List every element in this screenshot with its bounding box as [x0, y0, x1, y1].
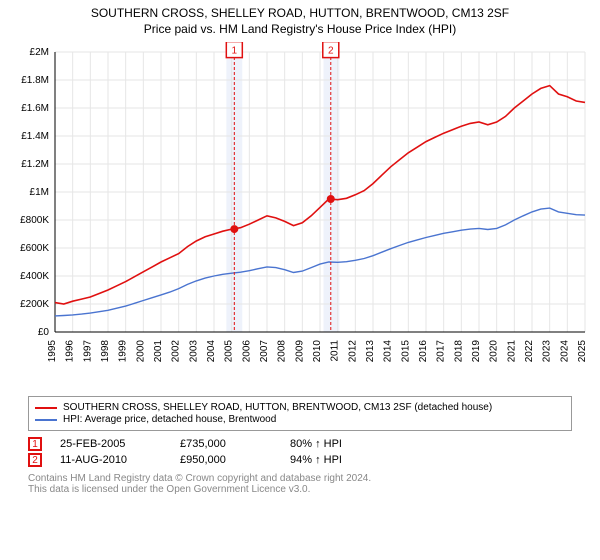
- sale-date-2: 11-AUG-2010: [60, 454, 180, 466]
- sale-price-1: £735,000: [180, 438, 290, 450]
- legend-label-hpi: HPI: Average price, detached house, Bren…: [63, 414, 276, 425]
- legend-item-property: SOUTHERN CROSS, SHELLEY ROAD, HUTTON, BR…: [35, 402, 565, 413]
- sale-marker-1: 1: [28, 437, 42, 451]
- svg-text:2008: 2008: [277, 340, 288, 363]
- svg-text:2011: 2011: [330, 340, 341, 362]
- svg-text:2012: 2012: [347, 340, 358, 363]
- chart-title: SOUTHERN CROSS, SHELLEY ROAD, HUTTON, BR…: [0, 0, 600, 38]
- price-chart: £0 £200K £400K £600K £800K £1M £1.2M £1.4M £1.6M…: [5, 42, 595, 392]
- svg-text:2009: 2009: [294, 340, 305, 363]
- svg-text:£400K: £400K: [20, 271, 49, 282]
- svg-text:2020: 2020: [489, 340, 500, 363]
- svg-text:2003: 2003: [188, 340, 199, 363]
- svg-text:2025: 2025: [577, 340, 588, 363]
- svg-text:2018: 2018: [453, 340, 464, 363]
- svg-text:2006: 2006: [241, 340, 252, 363]
- sale-row-1: 1 25-FEB-2005 £735,000 80% ↑ HPI: [28, 437, 572, 451]
- sale-row-2: 2 11-AUG-2010 £950,000 94% ↑ HPI: [28, 453, 572, 467]
- svg-text:2005: 2005: [224, 340, 235, 363]
- sale-date-1: 25-FEB-2005: [60, 438, 180, 450]
- svg-text:£800K: £800K: [20, 215, 49, 226]
- legend: SOUTHERN CROSS, SHELLEY ROAD, HUTTON, BR…: [28, 396, 572, 431]
- svg-text:£1.8M: £1.8M: [21, 75, 49, 86]
- svg-text:2007: 2007: [259, 340, 270, 363]
- svg-text:£1.2M: £1.2M: [21, 159, 49, 170]
- svg-text:2004: 2004: [206, 340, 217, 363]
- svg-text:£1M: £1M: [30, 187, 49, 198]
- svg-text:1998: 1998: [100, 340, 111, 363]
- sale-marker-2: 2: [28, 453, 42, 467]
- svg-text:2001: 2001: [153, 340, 164, 363]
- svg-text:2022: 2022: [524, 340, 535, 363]
- title-address: SOUTHERN CROSS, SHELLEY ROAD, HUTTON, BR…: [0, 6, 600, 20]
- legend-swatch-hpi: [35, 419, 57, 421]
- footer-line2: This data is licensed under the Open Gov…: [28, 484, 572, 495]
- sale-hpi-1: 80% ↑ HPI: [290, 438, 342, 450]
- svg-text:2016: 2016: [418, 340, 429, 363]
- sale-hpi-2: 94% ↑ HPI: [290, 454, 342, 466]
- svg-text:£2M: £2M: [30, 47, 49, 58]
- svg-text:1996: 1996: [65, 340, 76, 363]
- title-subtitle: Price paid vs. HM Land Registry's House …: [0, 22, 600, 36]
- svg-text:£0: £0: [38, 327, 50, 338]
- legend-item-hpi: HPI: Average price, detached house, Bren…: [35, 414, 565, 425]
- svg-text:2021: 2021: [506, 340, 517, 363]
- svg-text:2024: 2024: [559, 340, 570, 363]
- svg-text:1995: 1995: [47, 340, 58, 363]
- svg-text:2013: 2013: [365, 340, 376, 363]
- svg-text:2010: 2010: [312, 340, 323, 363]
- svg-text:2023: 2023: [542, 340, 553, 363]
- svg-text:2015: 2015: [400, 340, 411, 363]
- sale-price-2: £950,000: [180, 454, 290, 466]
- legend-swatch-property: [35, 407, 57, 409]
- svg-text:1997: 1997: [82, 340, 93, 363]
- svg-text:£1.4M: £1.4M: [21, 131, 49, 142]
- svg-text:2: 2: [328, 46, 334, 57]
- svg-text:2019: 2019: [471, 340, 482, 363]
- svg-text:1999: 1999: [118, 340, 129, 363]
- svg-text:£600K: £600K: [20, 243, 49, 254]
- svg-text:2002: 2002: [171, 340, 182, 363]
- svg-text:£1.6M: £1.6M: [21, 103, 49, 114]
- svg-text:£200K: £200K: [20, 299, 49, 310]
- chart-svg: £0 £200K £400K £600K £800K £1M £1.2M £1.4M £1.6M…: [5, 42, 595, 392]
- footer: Contains HM Land Registry data © Crown c…: [28, 473, 572, 495]
- svg-text:1: 1: [232, 46, 238, 57]
- footer-line1: Contains HM Land Registry data © Crown c…: [28, 473, 572, 484]
- svg-text:2017: 2017: [436, 340, 447, 363]
- svg-text:2014: 2014: [383, 340, 394, 363]
- legend-label-property: SOUTHERN CROSS, SHELLEY ROAD, HUTTON, BR…: [63, 402, 492, 413]
- svg-text:2000: 2000: [135, 340, 146, 363]
